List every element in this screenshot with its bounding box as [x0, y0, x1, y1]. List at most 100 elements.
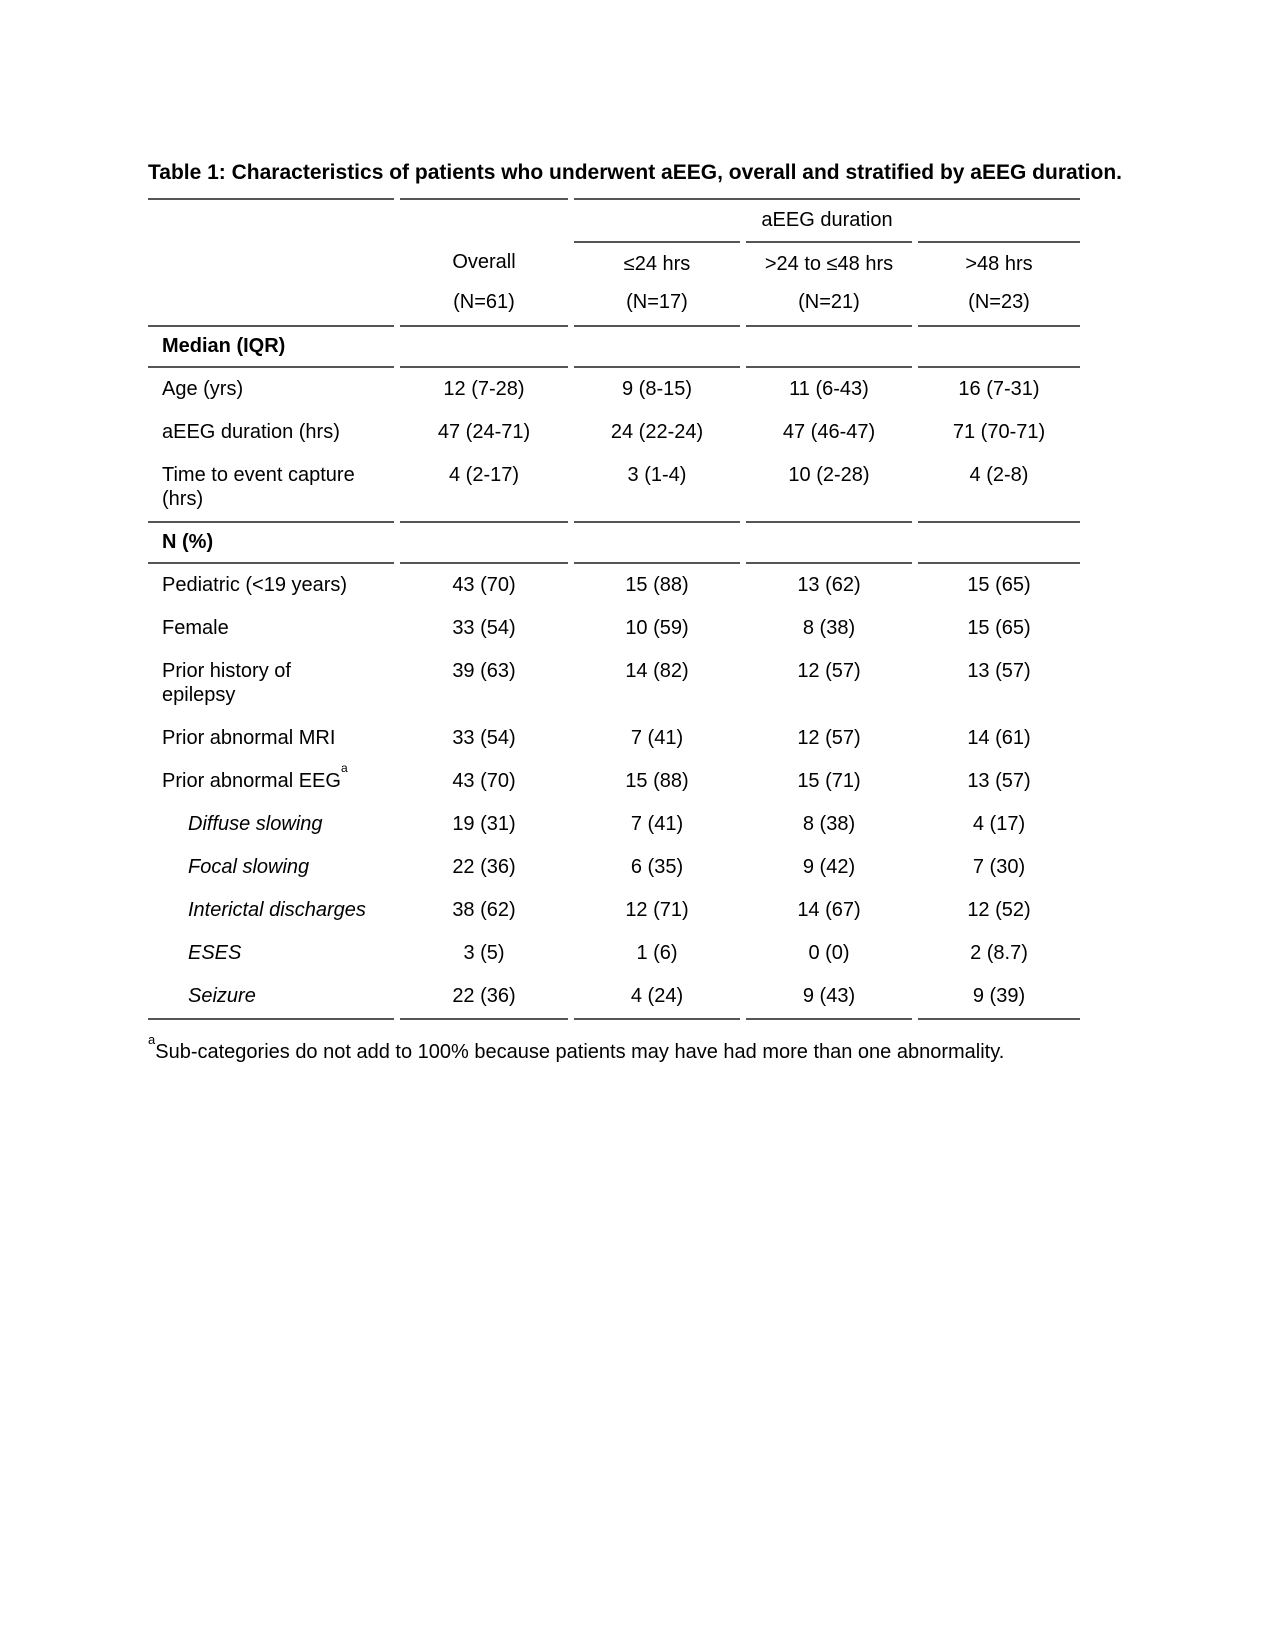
row-label: Prior history of epilepsy [148, 650, 394, 717]
row-label: Diffuse slowing [188, 813, 323, 835]
value-cell: 43 (70) [452, 574, 516, 596]
column-n-gt48: (N=23) [968, 291, 1030, 313]
empty-cell [918, 325, 1081, 368]
section-label: N (%) [148, 521, 394, 564]
row-label: Female [162, 617, 229, 639]
table-footnote: aSub-categories do not add to 100% becau… [148, 1033, 1080, 1065]
value-cell: 9 (42) [802, 856, 856, 878]
column-header-24to48: >24 to ≤48 hrs [746, 241, 912, 283]
table-row: Time to event capture (hrs) 4 (2-17) 3 (… [148, 454, 1080, 521]
value-cell: 43 (70) [452, 770, 516, 792]
value-cell: 15 (88) [625, 770, 689, 792]
value-cell: 11 (6-43) [789, 378, 869, 400]
value-cell: 15 (65) [967, 574, 1031, 596]
value-cell: 4 (24) [574, 975, 740, 1020]
value-cell: 16 (7-31) [958, 378, 1040, 400]
column-header-row: Overall ≤24 hrs >24 to ≤48 hrs >48 hrs [148, 241, 1081, 283]
row-label: Prior abnormal MRI [162, 727, 336, 749]
empty-cell [148, 241, 394, 283]
column-n-row: (N=61) (N=17) (N=21) (N=23) [148, 283, 1080, 325]
section-header-n-pct: N (%) [148, 521, 1081, 564]
row-label: Interictal discharges [188, 899, 366, 921]
row-label: ESES [188, 942, 242, 964]
aeeg-duration-span-header: aEEG duration [574, 198, 1081, 241]
table-row: Prior abnormal EEGa 43 (70) 15 (88) 15 (… [148, 760, 1080, 803]
row-label-text: Prior abnormal EEG [162, 770, 341, 792]
row-label: Pediatric (<19 years) [162, 574, 348, 596]
column-n-le24: (N=17) [626, 291, 688, 313]
empty-cell [148, 283, 394, 325]
value-cell: 8 (38) [802, 813, 856, 835]
empty-cell [574, 325, 740, 368]
value-cell: 71 (70-71) [952, 421, 1046, 443]
span-header-row: aEEG duration [148, 198, 1081, 241]
value-cell: 47 (24-71) [437, 421, 531, 443]
value-cell: 4 (17) [972, 813, 1026, 835]
value-cell: 22 (36) [452, 856, 516, 878]
value-cell: 14 (61) [967, 727, 1031, 749]
table-row: Focal slowing 22 (36) 6 (35) 9 (42) 7 (3… [148, 846, 1080, 889]
row-label: aEEG duration (hrs) [162, 421, 340, 443]
value-cell: 9 (43) [746, 975, 912, 1020]
value-cell: 47 (46-47) [782, 421, 876, 443]
table-row: Prior history of epilepsy 39 (63) 14 (82… [148, 650, 1080, 717]
value-cell: 7 (30) [972, 856, 1026, 878]
table-row: Interictal discharges 38 (62) 12 (71) 14… [148, 889, 1080, 932]
empty-cell [400, 521, 568, 564]
value-cell: 14 (82) [625, 660, 689, 682]
value-cell: 15 (65) [967, 617, 1031, 639]
value-cell: 8 (38) [802, 617, 856, 639]
column-n-24to48: (N=21) [798, 291, 860, 313]
value-cell: 13 (62) [797, 574, 861, 596]
value-cell: 24 (22-24) [610, 421, 704, 443]
value-cell: 39 (63) [452, 660, 516, 682]
footnote-text: Sub-categories do not add to 100% becaus… [155, 1041, 1005, 1063]
value-cell: 22 (36) [400, 975, 568, 1020]
value-cell: 4 (2-8) [969, 464, 1029, 486]
row-label: Age (yrs) [162, 378, 244, 400]
value-cell: 13 (57) [967, 660, 1031, 682]
value-cell: 3 (1-4) [627, 464, 687, 486]
row-label: Focal slowing [188, 856, 310, 878]
value-cell: 15 (88) [625, 574, 689, 596]
footnote-marker-sup: a [340, 761, 348, 776]
value-cell: 10 (59) [625, 617, 689, 639]
table-row: Seizure 22 (36) 4 (24) 9 (43) 9 (39) [148, 975, 1081, 1020]
value-cell: 12 (52) [967, 899, 1031, 921]
value-cell: 1 (6) [636, 942, 678, 964]
empty-cell [574, 521, 740, 564]
value-cell: 12 (71) [625, 899, 689, 921]
empty-cell [746, 325, 912, 368]
value-cell: 9 (39) [918, 975, 1081, 1020]
table-row: aEEG duration (hrs) 47 (24-71) 24 (22-24… [148, 411, 1080, 454]
table-row: Pediatric (<19 years) 43 (70) 15 (88) 13… [148, 564, 1080, 607]
value-cell: 10 (2-28) [788, 464, 870, 486]
column-header-overall: Overall [452, 251, 516, 273]
value-cell: 15 (71) [797, 770, 861, 792]
column-header-gt48: >48 hrs [918, 241, 1081, 283]
empty-cell [148, 198, 394, 241]
value-cell: 6 (35) [630, 856, 684, 878]
column-header-le24: ≤24 hrs [574, 241, 740, 283]
row-label: Seizure [148, 975, 394, 1020]
row-label-line1: Prior history of [162, 660, 291, 682]
empty-cell [400, 198, 568, 241]
value-cell: 9 (8-15) [621, 378, 693, 400]
table-row: Prior abnormal MRI 33 (54) 7 (41) 12 (57… [148, 717, 1080, 760]
column-n-overall: (N=61) [453, 291, 515, 313]
table-row: Female 33 (54) 10 (59) 8 (38) 15 (65) [148, 607, 1080, 650]
table-row: ESES 3 (5) 1 (6) 0 (0) 2 (8.7) [148, 932, 1080, 975]
value-cell: 3 (5) [463, 942, 505, 964]
empty-cell [400, 325, 568, 368]
value-cell: 38 (62) [452, 899, 516, 921]
value-cell: 7 (41) [630, 727, 684, 749]
value-cell: 19 (31) [452, 813, 516, 835]
value-cell: 12 (57) [797, 727, 861, 749]
value-cell: 12 (7-28) [443, 378, 525, 400]
value-cell: 33 (54) [452, 727, 516, 749]
table-row: Age (yrs) 12 (7-28) 9 (8-15) 11 (6-43) 1… [148, 368, 1080, 411]
value-cell: 4 (2-17) [448, 464, 520, 486]
value-cell: 14 (67) [797, 899, 861, 921]
row-label: Time to event capture (hrs) [148, 454, 394, 521]
patient-characteristics-table: aEEG duration Overall ≤24 hrs >24 to ≤48… [142, 198, 1086, 1020]
